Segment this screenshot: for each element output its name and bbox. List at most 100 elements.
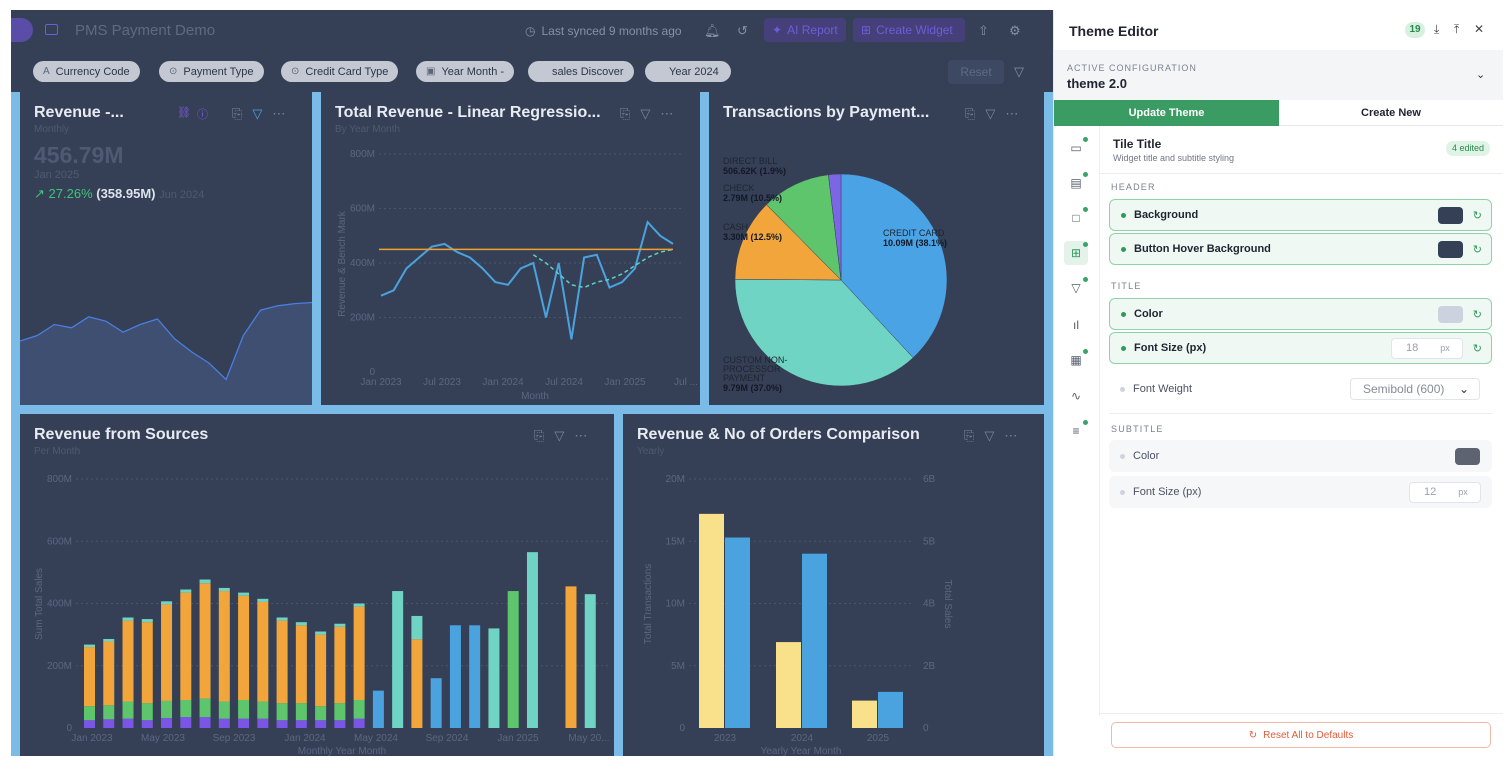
bar-segment (353, 603, 365, 607)
create-widget-button[interactable]: ⊞ Create Widget (853, 18, 965, 42)
filter-chip-year[interactable]: Year 2024 (645, 61, 731, 82)
more-icon[interactable]: ⋯ (272, 106, 286, 121)
font-weight-select[interactable]: Semibold (600) ⌄ (1350, 378, 1480, 400)
export-icon[interactable]: ⤒ (1454, 22, 1460, 36)
orders-comparison-card: Revenue & No of Orders Comparison ⎘ ▽ ⋯ Ye… (623, 414, 1044, 756)
export-icon[interactable]: ⎘ (965, 106, 976, 121)
filter-icon[interactable]: ▽ (554, 428, 565, 443)
bell-icon[interactable]: 🔔︎ (704, 23, 721, 38)
slice-label: DIRECT BILL (723, 156, 777, 166)
y-axis-title: Revenue & Bench Mark (337, 210, 348, 317)
bar-segment (276, 620, 288, 704)
prop-title-font-weight[interactable]: Font Weight Semibold (600) ⌄ (1109, 373, 1492, 405)
reset-icon[interactable]: ↻ (1472, 243, 1482, 256)
pulse-icon[interactable]: ∿ (1070, 389, 1082, 403)
filter-icon[interactable]: ▽ (252, 106, 263, 121)
edited-badge: 4 edited (1446, 141, 1491, 156)
list-icon[interactable]: ≡ (1064, 419, 1088, 443)
filter-icon[interactable]: ▽ (1014, 64, 1024, 79)
prop-background[interactable]: Background ↻ (1109, 199, 1492, 231)
prop-subtitle-color[interactable]: Color (1109, 440, 1492, 472)
reset-icon: ↻ (1248, 729, 1258, 741)
color-swatch[interactable] (1455, 447, 1480, 465)
chip-label: Year Month - (441, 65, 505, 78)
bar-segment (218, 718, 230, 728)
bar-chart-icon[interactable]: ıl (1073, 318, 1079, 332)
y2-tick-label: 0 (923, 723, 929, 734)
filter-icon[interactable]: ▽ (640, 106, 651, 121)
reset-icon[interactable]: ↻ (1472, 342, 1482, 355)
filter-icon[interactable]: ▽ (1064, 276, 1088, 300)
bar-segment (84, 706, 95, 721)
more-icon[interactable]: ⋯ (660, 106, 674, 121)
prop-title-color[interactable]: Color ↻ (1109, 298, 1492, 330)
close-icon[interactable]: ✕ (1474, 22, 1485, 36)
filter-chip-year-month[interactable]: ▣ Year Month - (416, 61, 515, 82)
export-icon[interactable]: ⎘ (964, 428, 975, 443)
filter-chip-sales[interactable]: sales Discover (528, 61, 634, 82)
import-icon[interactable]: ⤓ (1434, 22, 1440, 36)
ai-report-button[interactable]: ✦ AI Report (764, 18, 846, 42)
filter-chip-credit-card[interactable]: ⊙ Credit Card Type (281, 61, 399, 82)
x-tick-label: Jan 2023 (71, 733, 113, 744)
monitor-icon[interactable]: ▭ (1064, 136, 1088, 160)
tiles-icon[interactable]: ⊞ (1064, 241, 1088, 265)
link-icon[interactable]: ⛓ (177, 107, 191, 119)
sparkline-line (20, 301, 312, 381)
bar-segment (411, 639, 423, 728)
bar-segment (122, 620, 134, 702)
reset-filters-button[interactable]: Reset (948, 60, 1004, 84)
export-icon[interactable]: ⎘ (620, 106, 631, 121)
filter-icon[interactable]: ▽ (984, 428, 995, 443)
menu-toggle-button[interactable] (11, 18, 33, 42)
compare-period: Jun 2024 (159, 189, 205, 201)
prop-button-hover-background[interactable]: Button Hover Background ↻ (1109, 233, 1492, 265)
prop-title-font-size[interactable]: Font Size (px) 18 px ↻ (1109, 332, 1492, 364)
bar-segment (199, 698, 211, 718)
reset-all-label: Reset All to Defaults (1263, 729, 1354, 741)
x-tick-label: 2024 (791, 733, 814, 744)
more-icon[interactable]: ⋯ (1004, 428, 1018, 443)
gear-icon[interactable]: ⚙ (1009, 23, 1021, 38)
bar (526, 552, 538, 728)
top-bar: PMS Payment Demo ◷ Last synced 9 months … (11, 10, 1053, 50)
layout-icon[interactable]: ▤ (1064, 171, 1088, 195)
reset-all-button[interactable]: ↻ Reset All to Defaults (1111, 722, 1491, 748)
pie-slice (734, 279, 914, 387)
y-axis-title: Sum Total Sales (34, 568, 45, 640)
card-title: Revenue -... (34, 104, 124, 121)
export-icon[interactable]: ⎘ (232, 106, 243, 121)
more-icon[interactable]: ⋯ (1005, 106, 1019, 121)
y-tick-label: 600M (47, 536, 72, 547)
square-icon[interactable]: □ (1064, 206, 1088, 230)
more-icon[interactable]: ⋯ (574, 428, 588, 443)
reset-icon[interactable]: ↻ (1472, 209, 1482, 222)
prop-subtitle-font-size[interactable]: Font Size (px) 12 px (1109, 476, 1492, 508)
export-icon[interactable]: ⎘ (534, 428, 545, 443)
card-subtitle: By Year Month (335, 124, 401, 135)
text-icon: A (43, 66, 50, 77)
filter-chip-currency[interactable]: A Currency Code (33, 61, 140, 82)
color-swatch[interactable] (1438, 240, 1463, 258)
bar (802, 553, 827, 728)
tab-update-theme[interactable]: Update Theme (1054, 100, 1279, 126)
color-swatch[interactable] (1438, 305, 1463, 323)
tab-create-new[interactable]: Create New (1279, 100, 1503, 126)
footer-divider (1100, 713, 1503, 714)
color-swatch[interactable] (1438, 206, 1463, 224)
revenue-sources-chart: 0 200M 400M 600M 800M Jan 2023 May 2023 Sep 202… (34, 474, 610, 756)
filter-icon[interactable]: ▽ (985, 106, 996, 121)
font-size-input[interactable]: 18 px (1391, 337, 1463, 359)
active-configuration[interactable]: ACTIVE CONFIGURATION theme 2.0 ⌄ (1054, 50, 1503, 100)
filter-chip-payment-type[interactable]: ⊙ Payment Type (159, 61, 264, 82)
trend-up-icon: ↗ (34, 186, 45, 201)
card-actions: ⎘ ▽ ⋯ (965, 106, 1018, 122)
y-tick-label: 0 (679, 723, 685, 734)
history-icon[interactable]: ↺ (737, 23, 748, 38)
share-icon[interactable]: ⇧ (978, 23, 989, 38)
table-icon[interactable]: ▦ (1064, 348, 1088, 372)
info-icon[interactable]: ⓘ (196, 109, 208, 121)
font-size-input[interactable]: 12 px (1409, 481, 1481, 503)
reset-icon[interactable]: ↻ (1472, 308, 1482, 321)
